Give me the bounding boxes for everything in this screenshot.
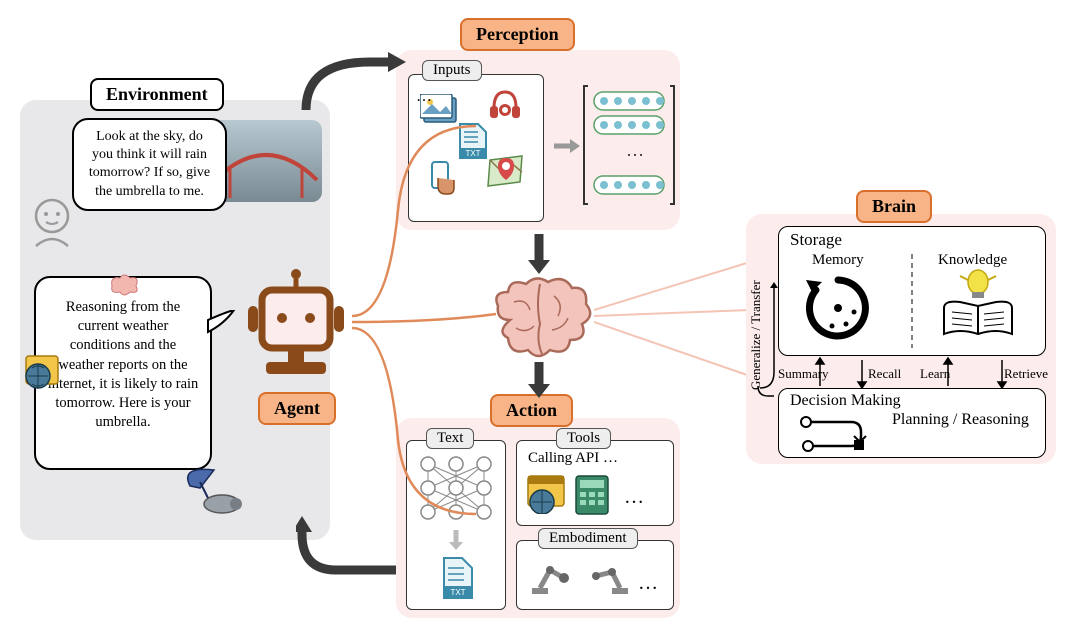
memory-clock-icon — [802, 272, 874, 344]
planning-path-icon — [796, 412, 880, 456]
retrieve-text: Retrieve — [1004, 366, 1048, 382]
agent-label: Agent — [258, 392, 336, 425]
tools-text: Calling API … — [528, 450, 618, 467]
user-speech-bubble: Look at the sky, do you think it will ra… — [72, 118, 227, 211]
user-icon — [28, 196, 76, 248]
embeddings-icon: … — [582, 80, 676, 210]
storage-divider — [910, 254, 914, 348]
summary-text: Summary — [778, 366, 829, 382]
arrow-brain-action — [524, 360, 554, 400]
svg-text:…: … — [626, 140, 644, 160]
decision-label: Decision Making — [790, 392, 901, 410]
learn-text: Learn — [920, 366, 950, 382]
globe-folder-icon — [20, 350, 64, 394]
generalize-text: Generalize / Transfer — [748, 270, 764, 390]
storage-label: Storage — [790, 230, 842, 250]
knowledge-book-icon — [936, 268, 1020, 344]
arrow-inputs-embeddings — [552, 136, 582, 156]
orange-connectors — [348, 120, 518, 520]
recall-text: Recall — [868, 366, 901, 382]
arrow-env-perception — [300, 52, 410, 118]
speech-tail — [206, 310, 236, 340]
browser-globe-icon — [524, 474, 568, 514]
robot-arm-icon-2 — [582, 556, 632, 600]
user-speech-text: Look at the sky, do you think it will ra… — [89, 129, 210, 199]
agent-speech-text: Reasoning from the current weather condi… — [48, 299, 199, 430]
brain-rays — [594, 250, 754, 390]
robot-arm-icon-1 — [526, 556, 576, 600]
arrow-down-small — [446, 528, 466, 552]
headphones-icon — [486, 88, 524, 122]
perception-title: Perception — [460, 18, 575, 51]
planning-label: Planning / Reasoning — [892, 410, 1029, 429]
inputs-label: Inputs — [422, 60, 482, 81]
knowledge-label: Knowledge — [938, 252, 1007, 269]
txt-output-icon: TXT — [436, 556, 476, 602]
arrow-action-env — [296, 516, 406, 586]
tools-label: Tools — [556, 428, 611, 449]
svg-text:TXT: TXT — [450, 588, 465, 597]
arrow-perception-brain — [524, 232, 554, 276]
embodiment-label: Embodiment — [538, 528, 638, 549]
brain-small-icon — [106, 272, 142, 298]
umbrella-hand-icon — [170, 460, 250, 520]
agent-robot-icon — [236, 266, 356, 406]
environment-title: Environment — [90, 78, 224, 111]
memory-label: Memory — [812, 252, 864, 269]
tools-ellipsis: … — [624, 486, 644, 509]
calculator-icon — [574, 474, 610, 516]
input-ellipsis: … — [416, 88, 432, 106]
brain-title: Brain — [856, 190, 932, 223]
embodiment-ellipsis: … — [638, 572, 658, 595]
